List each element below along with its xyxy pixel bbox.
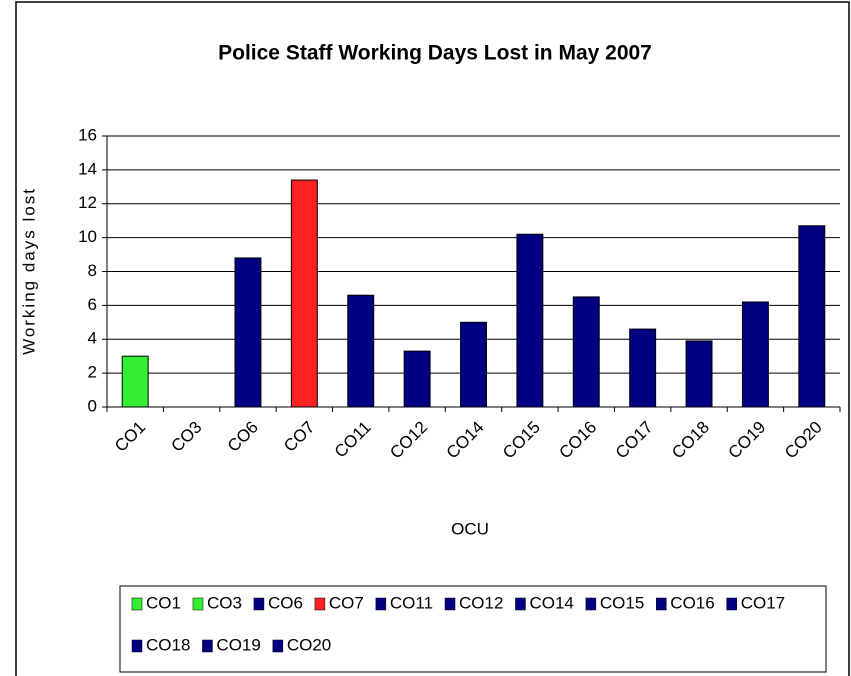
legend-swatch — [444, 597, 456, 611]
legend-label: CO11 — [390, 593, 433, 612]
legend-label: CO15 — [600, 593, 644, 612]
legend-swatch — [192, 597, 204, 611]
bar — [403, 350, 431, 408]
legend-label: CO7 — [329, 593, 364, 612]
legend-label: CO20 — [287, 635, 331, 654]
y-tick-label: 2 — [88, 363, 97, 382]
legend-box — [119, 585, 827, 673]
bar — [685, 340, 713, 408]
bar — [460, 321, 487, 408]
x-axis-label: OCU — [451, 519, 489, 538]
x-tick-label: CO12 — [386, 418, 431, 463]
legend-label: CO1 — [146, 593, 181, 612]
y-tick-label: 0 — [88, 396, 97, 415]
legend-label: CO12 — [459, 593, 503, 612]
y-tick-label: 10 — [78, 227, 97, 246]
legend-label: CO16 — [670, 593, 714, 612]
y-tick-label: 12 — [78, 193, 97, 212]
legend-swatch — [202, 639, 213, 653]
y-tick-label: 16 — [78, 125, 97, 144]
x-tick-label: CO1 — [111, 418, 149, 456]
bar — [347, 294, 375, 408]
bar — [572, 296, 600, 408]
bar — [121, 355, 149, 408]
legend-label: CO17 — [741, 593, 785, 612]
legend-swatch — [253, 597, 265, 611]
bar — [516, 233, 544, 408]
bar — [741, 301, 769, 408]
legend-label: CO18 — [146, 635, 190, 654]
legend-label: CO14 — [529, 593, 573, 612]
bar — [629, 328, 657, 408]
x-tick-label: CO6 — [224, 418, 262, 456]
legend-label: CO3 — [207, 593, 242, 612]
x-tick-label: CO15 — [499, 418, 544, 463]
x-tick-label: CO3 — [167, 418, 205, 456]
x-tick-label: CO16 — [555, 418, 600, 463]
legend-swatch — [131, 597, 143, 611]
y-tick-label: 14 — [78, 159, 97, 178]
x-tick-label: CO14 — [443, 418, 488, 463]
x-tick-label: CO19 — [725, 418, 770, 463]
legend-swatch — [656, 597, 667, 611]
x-tick-label: CO18 — [668, 418, 713, 463]
x-tick-label: CO7 — [280, 418, 318, 456]
x-tick-label: CO11 — [331, 418, 375, 462]
legend-label: CO6 — [268, 593, 303, 612]
legend-swatch — [726, 597, 737, 611]
legend-swatch — [375, 597, 387, 611]
legend-swatch — [314, 597, 326, 611]
bar — [290, 179, 318, 408]
y-tick-label: 4 — [88, 329, 97, 348]
legend-swatch — [272, 639, 284, 653]
legend-swatch — [585, 597, 597, 611]
bar — [798, 225, 826, 408]
x-tick-label: CO20 — [781, 418, 826, 463]
chart-frame — [15, 1, 850, 676]
y-tick-label: 8 — [88, 261, 97, 280]
y-axis-label: Working days lost — [19, 187, 38, 355]
bar — [234, 257, 262, 408]
y-tick-label: 6 — [88, 295, 97, 314]
legend-label: CO19 — [216, 635, 260, 654]
legend-swatch — [515, 597, 526, 611]
x-tick-label: CO17 — [612, 418, 657, 463]
chart-title: Police Staff Working Days Lost in May 20… — [218, 42, 652, 65]
legend-swatch — [131, 639, 143, 653]
